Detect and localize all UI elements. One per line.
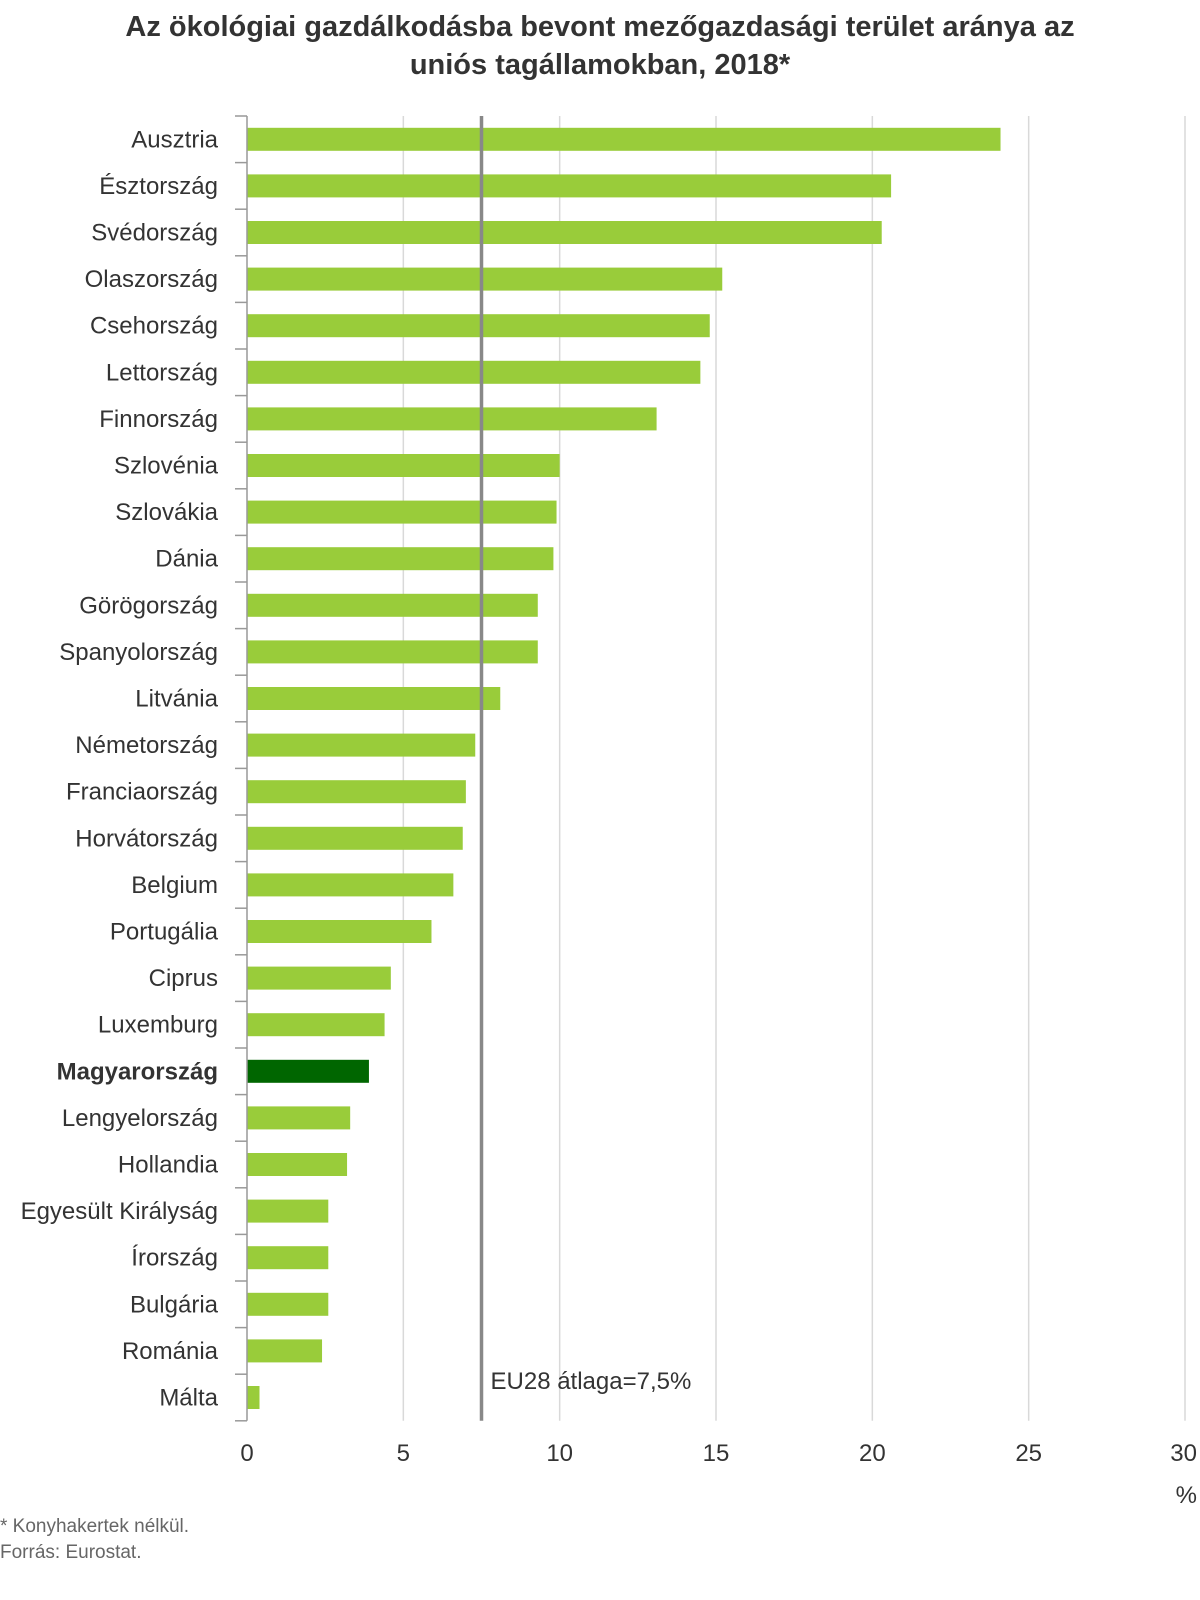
bar bbox=[247, 966, 391, 990]
footnote: * Konyhakertek nélkül. bbox=[0, 1516, 190, 1537]
bar bbox=[247, 1292, 329, 1316]
x-tick-label: 5 bbox=[397, 1440, 410, 1467]
average-line-label: EU28 átlaga=7,5% bbox=[491, 1368, 692, 1395]
category-label: Spanyolország bbox=[59, 639, 218, 666]
gridlines bbox=[402, 116, 1186, 1421]
bar bbox=[247, 407, 657, 431]
category-label: Svédország bbox=[91, 220, 218, 247]
category-label: Litvánia bbox=[135, 686, 218, 713]
bar bbox=[247, 1153, 348, 1176]
chart-title: Az ökológiai gazdálkodásba bevont mezőga… bbox=[0, 8, 1200, 84]
category-label: Írország bbox=[131, 1245, 218, 1272]
bar bbox=[247, 1199, 329, 1223]
bar bbox=[247, 826, 463, 850]
bar bbox=[247, 221, 882, 244]
category-label: Bulgária bbox=[130, 1291, 219, 1318]
reference-line-group: EU28 átlaga=7,5% bbox=[479, 116, 692, 1421]
x-tick-label: 25 bbox=[1015, 1440, 1042, 1467]
category-label: Egyesült Királyság bbox=[21, 1198, 218, 1225]
bar bbox=[247, 920, 432, 943]
category-label: Szlovénia bbox=[114, 453, 219, 480]
bar bbox=[247, 1059, 369, 1083]
category-label: Görögország bbox=[79, 592, 218, 619]
chart-title-line-1: Az ökológiai gazdálkodásba bevont mezőga… bbox=[125, 11, 1075, 43]
bar bbox=[247, 1106, 351, 1130]
bar bbox=[247, 360, 701, 384]
x-tick-label: 30 bbox=[1170, 1440, 1197, 1467]
category-label: Észtország bbox=[99, 173, 218, 200]
x-unit-label: % bbox=[1176, 1482, 1197, 1509]
x-tick-label: 15 bbox=[703, 1440, 730, 1467]
source-note: Forrás: Eurostat. bbox=[0, 1542, 142, 1563]
category-label: Lettország bbox=[106, 359, 218, 386]
category-label: Románia bbox=[122, 1338, 219, 1365]
bar bbox=[247, 873, 454, 897]
bar-chart: EU28 átlaga=7,5% Ausztria Észtország Svédo… bbox=[21, 115, 1197, 1509]
category-label: Olaszország bbox=[85, 266, 218, 293]
category-label: Belgium bbox=[131, 872, 218, 899]
bar bbox=[247, 500, 557, 524]
category-label: Csehország bbox=[90, 313, 218, 340]
bar bbox=[247, 1246, 329, 1270]
x-tick-label: 10 bbox=[546, 1440, 573, 1467]
category-label: Dánia bbox=[155, 546, 218, 573]
y-axis bbox=[235, 115, 248, 1422]
category-label: Finnország bbox=[99, 406, 218, 433]
bar bbox=[247, 1386, 260, 1409]
category-label: Németország bbox=[75, 732, 218, 759]
bar bbox=[247, 174, 892, 198]
x-tick-label: 0 bbox=[240, 1440, 253, 1467]
bar bbox=[247, 1013, 385, 1037]
bar bbox=[247, 640, 538, 664]
chart-title-line-2: uniós tagállamokban, 2018* bbox=[409, 49, 791, 81]
category-label: Franciaország bbox=[66, 779, 218, 806]
x-tick-label: 20 bbox=[859, 1440, 886, 1467]
category-label: Ciprus bbox=[149, 965, 218, 992]
category-label: Hollandia bbox=[118, 1152, 219, 1179]
category-label: Luxemburg bbox=[98, 1012, 218, 1039]
bar bbox=[247, 454, 560, 477]
category-label: Lengyelország bbox=[62, 1105, 218, 1132]
bar bbox=[247, 314, 710, 338]
bars bbox=[247, 127, 1001, 1409]
bar bbox=[247, 733, 476, 757]
category-label: Horvátország bbox=[75, 825, 218, 852]
category-label: Portugália bbox=[110, 919, 219, 946]
bar bbox=[247, 593, 538, 617]
category-label: Málta bbox=[159, 1385, 218, 1412]
bar bbox=[247, 1339, 323, 1363]
x-tick-labels: 0 5 10 15 20 25 30% bbox=[240, 1440, 1197, 1509]
category-labels: Ausztria Észtország Svédország Olaszország C… bbox=[21, 126, 219, 1411]
bar bbox=[247, 547, 554, 571]
category-label: Szlovákia bbox=[115, 499, 218, 526]
category-label: Magyarország bbox=[57, 1058, 218, 1085]
bar bbox=[247, 687, 501, 710]
category-label: Ausztria bbox=[131, 126, 218, 153]
bar bbox=[247, 780, 466, 804]
bar bbox=[247, 267, 723, 291]
bar bbox=[247, 127, 1001, 151]
